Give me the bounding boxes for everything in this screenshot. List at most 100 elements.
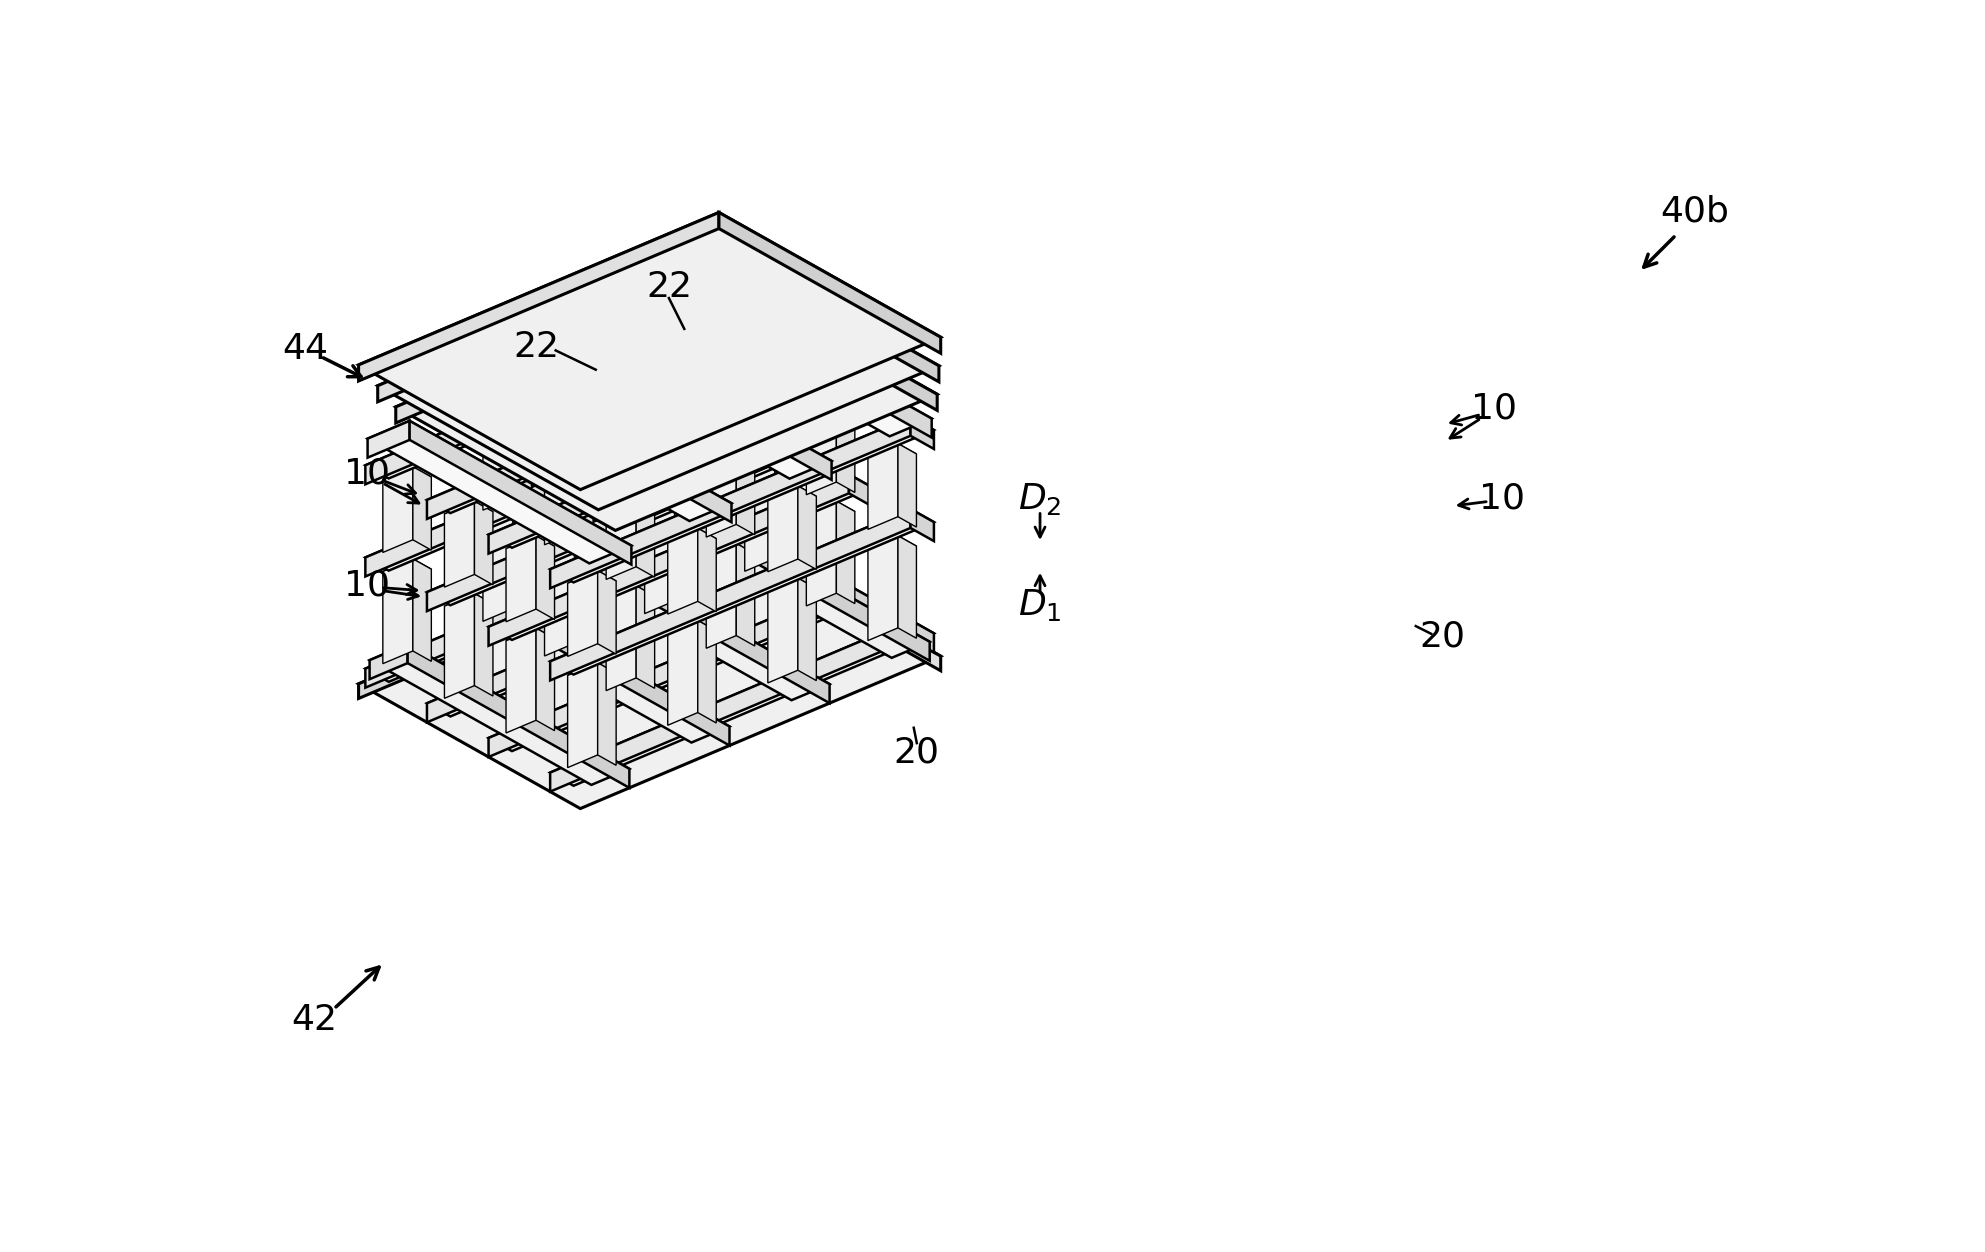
Polygon shape	[365, 516, 748, 682]
Polygon shape	[369, 644, 407, 679]
Polygon shape	[409, 421, 631, 565]
Polygon shape	[744, 374, 794, 397]
Polygon shape	[377, 242, 939, 510]
Polygon shape	[506, 629, 536, 732]
Polygon shape	[798, 486, 816, 570]
Polygon shape	[597, 662, 615, 765]
Polygon shape	[367, 421, 631, 563]
Polygon shape	[707, 451, 754, 475]
Polygon shape	[605, 586, 655, 608]
Polygon shape	[365, 313, 748, 478]
Polygon shape	[506, 536, 554, 560]
Polygon shape	[850, 475, 871, 507]
Polygon shape	[468, 378, 510, 416]
Polygon shape	[605, 586, 635, 691]
Text: 20: 20	[893, 735, 939, 770]
Polygon shape	[570, 560, 607, 595]
Polygon shape	[806, 501, 856, 525]
Polygon shape	[911, 417, 933, 449]
Polygon shape	[774, 467, 794, 568]
Polygon shape	[667, 528, 717, 551]
Polygon shape	[359, 531, 941, 809]
Polygon shape	[427, 551, 788, 722]
Polygon shape	[607, 560, 830, 704]
Polygon shape	[736, 451, 754, 535]
Polygon shape	[365, 404, 748, 571]
Polygon shape	[744, 467, 774, 571]
Text: 22: 22	[514, 329, 560, 363]
Polygon shape	[544, 459, 594, 482]
Polygon shape	[613, 382, 631, 466]
Polygon shape	[550, 510, 933, 675]
Polygon shape	[683, 432, 713, 537]
Polygon shape	[727, 404, 748, 437]
Polygon shape	[482, 424, 512, 510]
Polygon shape	[719, 242, 939, 382]
Polygon shape	[407, 644, 629, 788]
Text: 20: 20	[1419, 620, 1465, 654]
Polygon shape	[645, 417, 693, 439]
Polygon shape	[568, 571, 597, 656]
Polygon shape	[645, 508, 693, 532]
Polygon shape	[568, 662, 597, 767]
Polygon shape	[719, 213, 941, 353]
Polygon shape	[774, 374, 794, 458]
Polygon shape	[711, 294, 931, 437]
Polygon shape	[568, 571, 615, 593]
Polygon shape	[550, 417, 933, 582]
Polygon shape	[395, 270, 719, 423]
Polygon shape	[536, 629, 554, 731]
Polygon shape	[365, 404, 727, 576]
Polygon shape	[836, 409, 856, 492]
Polygon shape	[709, 517, 929, 661]
Text: 10: 10	[1479, 481, 1524, 516]
Polygon shape	[427, 348, 810, 513]
Polygon shape	[911, 510, 933, 541]
Polygon shape	[536, 536, 554, 620]
Polygon shape	[470, 602, 728, 742]
Polygon shape	[365, 313, 727, 485]
Polygon shape	[377, 242, 719, 402]
Polygon shape	[488, 382, 850, 553]
Polygon shape	[707, 543, 754, 566]
Polygon shape	[488, 586, 871, 751]
Polygon shape	[806, 409, 836, 495]
Polygon shape	[645, 508, 675, 613]
Polygon shape	[413, 558, 431, 661]
Polygon shape	[395, 270, 937, 531]
Polygon shape	[683, 339, 713, 426]
Polygon shape	[365, 516, 727, 687]
Polygon shape	[568, 662, 615, 686]
Polygon shape	[675, 417, 693, 500]
Polygon shape	[482, 424, 532, 447]
Polygon shape	[427, 348, 788, 520]
Polygon shape	[506, 536, 536, 622]
Polygon shape	[605, 493, 635, 580]
Polygon shape	[609, 336, 832, 480]
Polygon shape	[897, 443, 917, 527]
Polygon shape	[488, 382, 871, 548]
Polygon shape	[383, 558, 431, 582]
Text: 44: 44	[282, 332, 328, 366]
Text: 42: 42	[292, 1003, 337, 1038]
Polygon shape	[359, 531, 719, 699]
Polygon shape	[383, 467, 413, 552]
Polygon shape	[482, 517, 512, 621]
Polygon shape	[897, 536, 917, 639]
Polygon shape	[867, 443, 917, 467]
Polygon shape	[506, 629, 554, 651]
Polygon shape	[727, 313, 748, 346]
Text: $D_1$: $D_1$	[1018, 586, 1062, 622]
Polygon shape	[550, 417, 911, 588]
Polygon shape	[744, 467, 794, 490]
Polygon shape	[806, 501, 836, 606]
Polygon shape	[550, 510, 911, 680]
Polygon shape	[669, 517, 709, 552]
Polygon shape	[719, 531, 941, 671]
Polygon shape	[427, 439, 788, 611]
Polygon shape	[867, 443, 897, 530]
Polygon shape	[667, 528, 699, 613]
Polygon shape	[584, 382, 613, 468]
Polygon shape	[788, 439, 810, 472]
Polygon shape	[667, 621, 717, 644]
